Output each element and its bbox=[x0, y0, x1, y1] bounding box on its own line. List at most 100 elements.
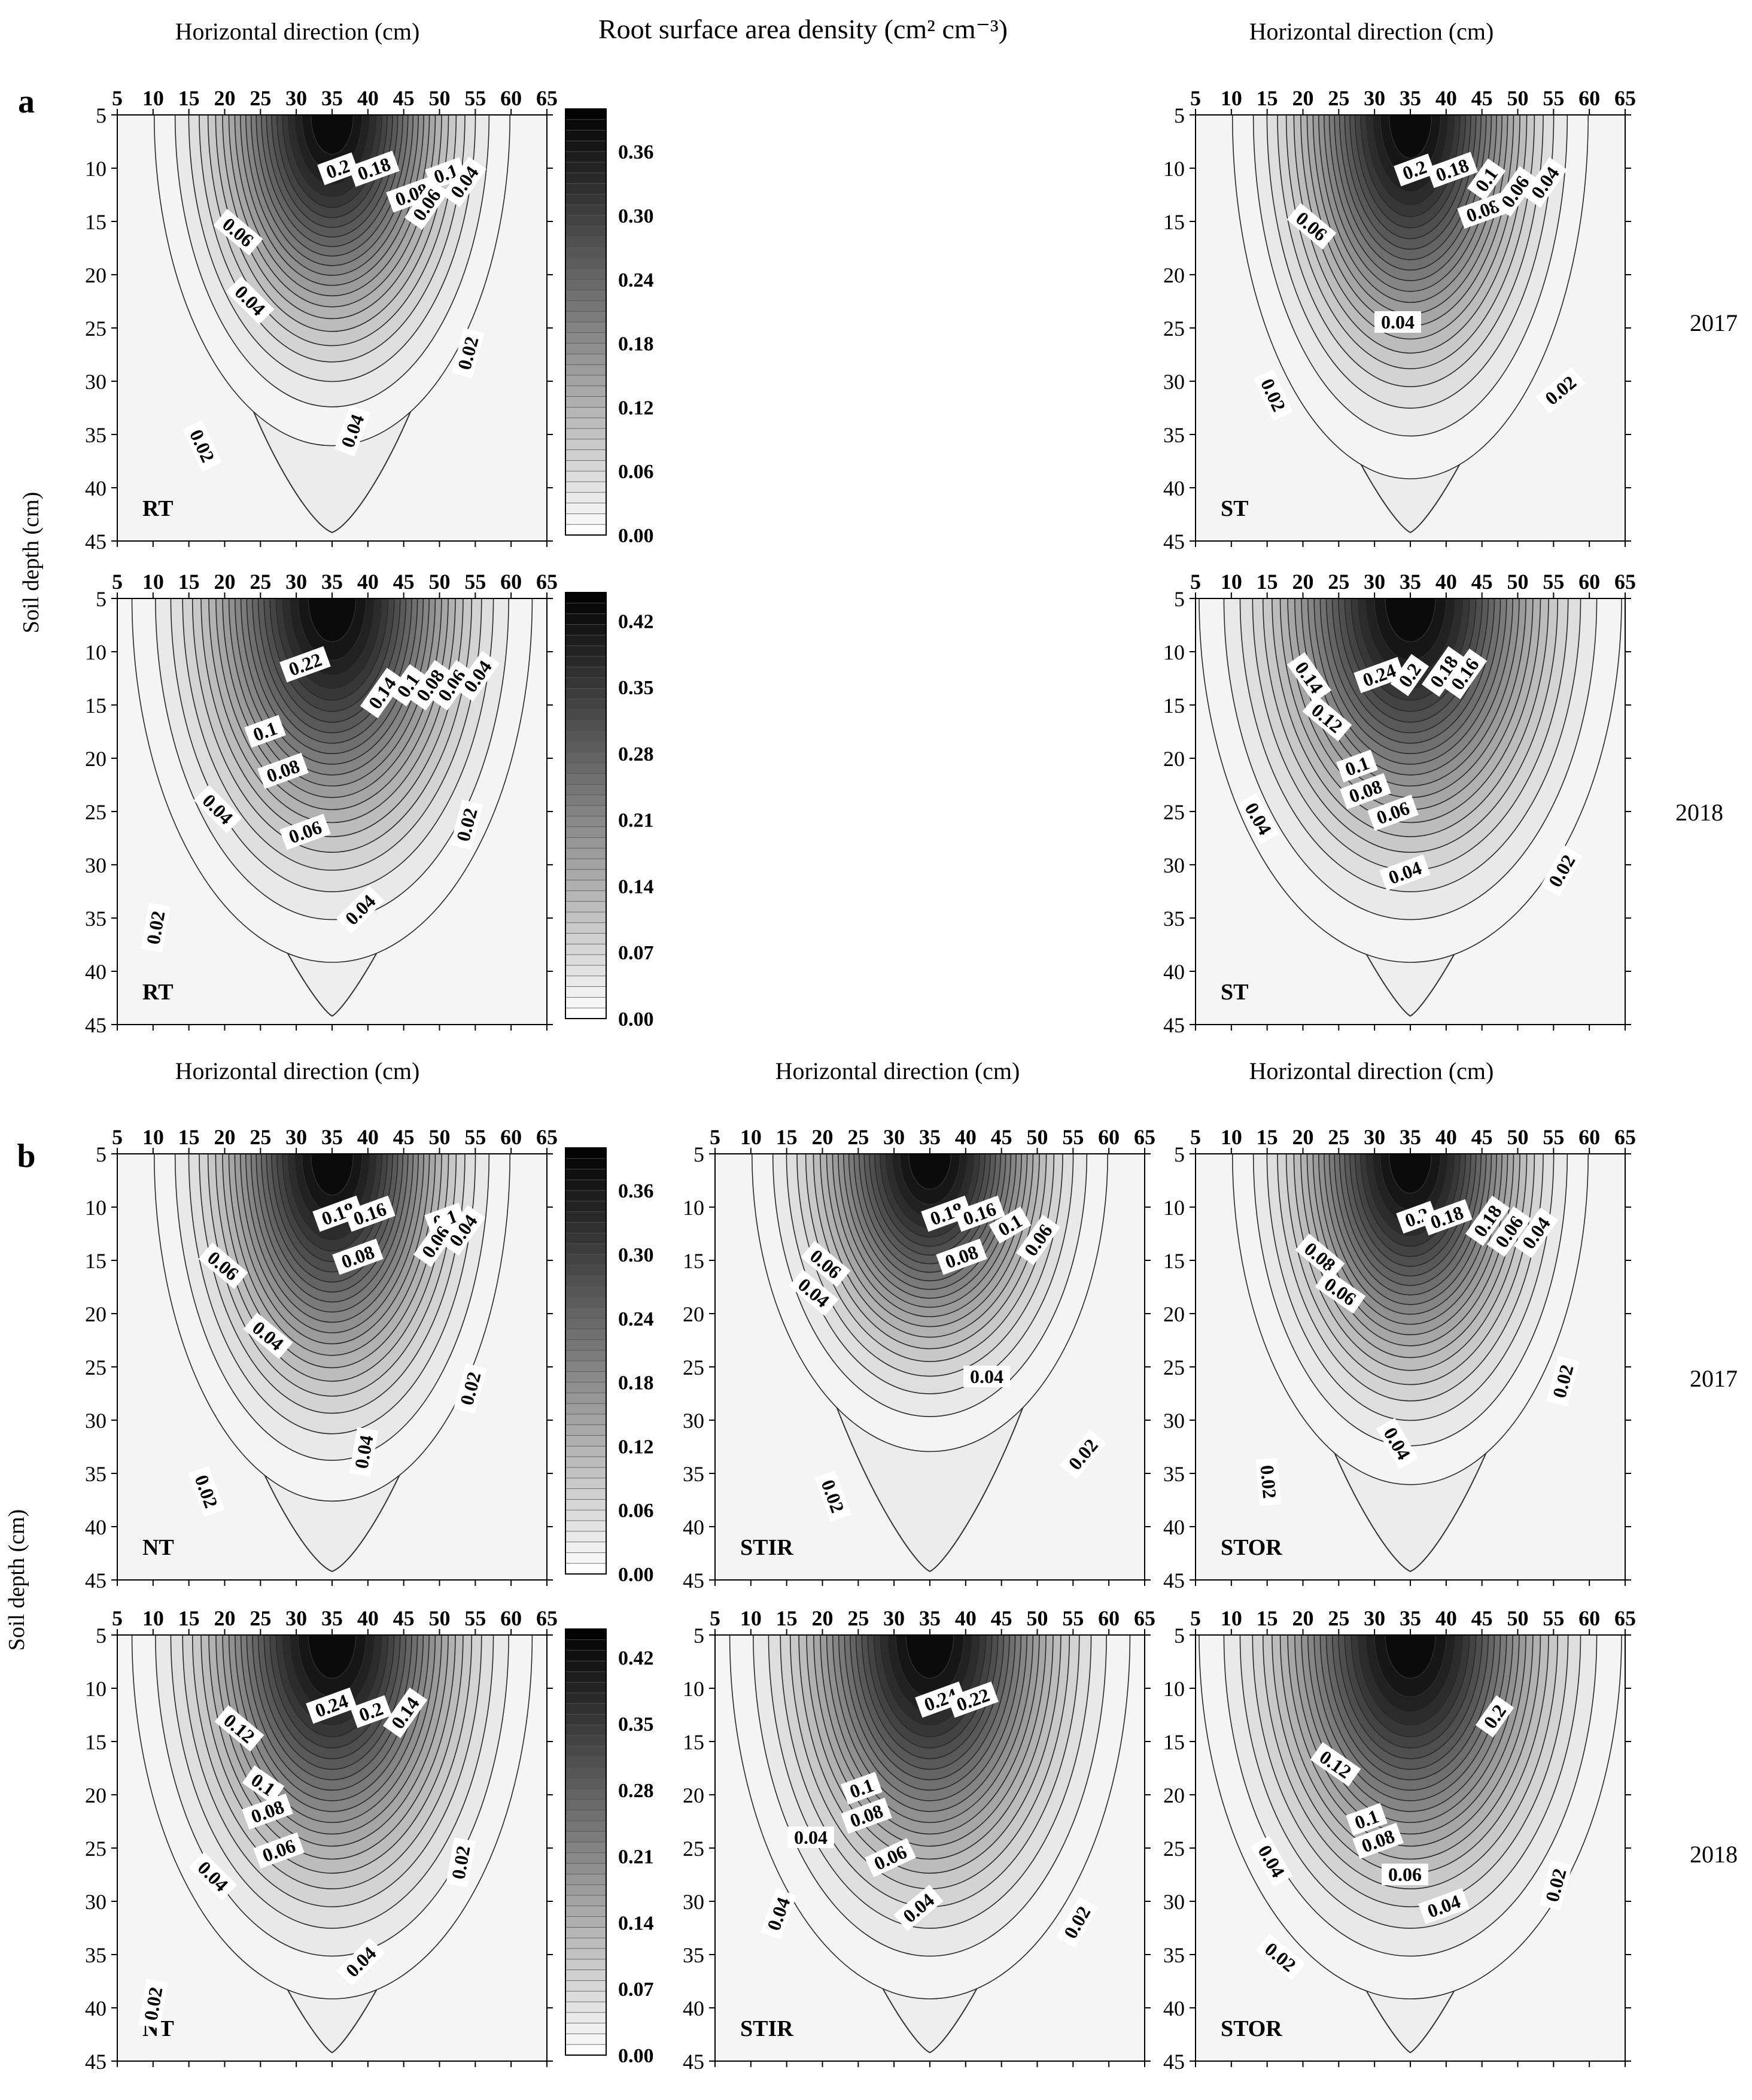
panels-layer: 5 10 15 20 25 30 35 40 45 50 55 60 65 5 10 15 20 25 30 35 40… bbox=[85, 86, 1636, 2074]
colorbar-swatch-cb-b-2017 bbox=[565, 1499, 607, 1511]
y-tick-label-b-2018-stir: 35 bbox=[683, 1943, 704, 1967]
colorbar-swatch-cb-b-2018 bbox=[565, 1948, 607, 1960]
colorbar-swatch-cb-a-2018 bbox=[565, 847, 607, 859]
contour-field-b-2017-nt bbox=[117, 1154, 547, 1580]
x-tick-label-a-2018-st: 35 bbox=[1400, 570, 1421, 594]
y-tick-label-b-2017-nt: 10 bbox=[85, 1196, 107, 1220]
colorbar-swatch-cb-b-2017 bbox=[565, 1180, 607, 1192]
colorbar-swatch-cb-b-2018 bbox=[565, 2033, 607, 2046]
colorbar-swatch-cb-a-2017 bbox=[565, 204, 607, 217]
colorbar-tick-label-cb-a-2017: 0.18 bbox=[618, 333, 654, 355]
y-tick-label-b-2018-stir: 20 bbox=[683, 1783, 704, 1807]
y-tick-label-b-2017-nt: 40 bbox=[85, 1515, 107, 1539]
colorbar-swatch-cb-b-2017 bbox=[565, 1275, 607, 1287]
colorbar-swatch-cb-b-2018 bbox=[565, 1841, 607, 1853]
x-tick-label-b-2017-stor: 55 bbox=[1543, 1125, 1564, 1149]
y-tick-label-b-2018-stor: 45 bbox=[1163, 2050, 1185, 2074]
panel-b-2017-nt: 5 10 15 20 25 30 35 40 45 50 55 60 65 5 10 15 20 25 30 35 40… bbox=[85, 1125, 558, 1593]
colorbar-swatch-cb-b-2017 bbox=[565, 1296, 607, 1308]
colorbar-swatch-cb-a-2017 bbox=[565, 524, 607, 536]
colorbar-swatch-cb-a-2018 bbox=[565, 794, 607, 806]
x-tick-label-b-2017-nt: 15 bbox=[178, 1125, 200, 1149]
y-tick-label-b-2017-nt: 15 bbox=[85, 1249, 107, 1273]
x-tick-label-b-2017-nt: 10 bbox=[142, 1125, 164, 1149]
x-tick-label-b-2018-nt: 50 bbox=[429, 1606, 451, 1630]
x-tick-label-b-2017-stir: 65 bbox=[1134, 1125, 1155, 1149]
x-tick-label-a-2017-rt: 25 bbox=[250, 86, 271, 110]
y-tick-label-a-2017-st: 40 bbox=[1163, 476, 1185, 500]
colorbar-swatch-cb-b-2018 bbox=[565, 1713, 607, 1726]
x-tick-label-a-2018-rt: 55 bbox=[464, 570, 486, 594]
x-tick-label-a-2017-rt: 55 bbox=[464, 86, 486, 110]
colorbar-swatch-cb-a-2018 bbox=[565, 944, 607, 956]
x-tick-label-a-2018-rt: 65 bbox=[536, 570, 558, 594]
x-tick-label-b-2018-stir: 40 bbox=[955, 1606, 977, 1630]
contour-label-b-2018-stir: 0.04 bbox=[787, 1827, 834, 1848]
colorbar-swatch-cb-a-2017 bbox=[565, 215, 607, 227]
section-label-a: a bbox=[18, 83, 35, 120]
x-tick-label-a-2017-rt: 5 bbox=[112, 86, 123, 110]
colorbar-swatch-cb-b-2018 bbox=[565, 1767, 607, 1779]
colorbar-cb-a-2017: 0.36 0.30 0.24 0.18 0.12 0.06 0.00 bbox=[565, 108, 654, 547]
y-tick-label-a-2018-rt: 10 bbox=[85, 640, 107, 664]
x-tick-label-b-2017-nt: 50 bbox=[429, 1125, 451, 1149]
x-tick-label-a-2018-rt: 30 bbox=[285, 570, 307, 594]
treatment-label-b-2018-stor: STOR bbox=[1221, 2016, 1282, 2041]
x-tick-label-b-2018-nt: 10 bbox=[142, 1606, 164, 1630]
colorbar-swatch-cb-b-2018 bbox=[565, 1650, 607, 1662]
y-tick-label-a-2018-rt: 15 bbox=[85, 694, 107, 718]
colorbar-swatch-cb-a-2018 bbox=[565, 826, 607, 838]
x-tick-label-b-2017-stor: 35 bbox=[1400, 1125, 1421, 1149]
x-tick-label-b-2017-stir: 55 bbox=[1062, 1125, 1084, 1149]
colorbar-swatch-cb-b-2017 bbox=[565, 1254, 607, 1266]
x-tick-label-b-2018-stir: 65 bbox=[1134, 1606, 1155, 1630]
y-tick-label-b-2018-stir: 45 bbox=[683, 2050, 704, 2074]
contour-label-a-2017-st: 0.02 bbox=[1535, 367, 1586, 414]
y-tick-label-b-2017-stir: 35 bbox=[683, 1462, 704, 1486]
x-tick-label-b-2018-nt: 20 bbox=[214, 1606, 236, 1630]
colorbar-tick-label-cb-a-2018: 0.42 bbox=[618, 610, 654, 633]
x-tick-label-b-2017-stor: 40 bbox=[1435, 1125, 1457, 1149]
y-tick-label-a-2017-st: 25 bbox=[1163, 317, 1185, 341]
colorbar-swatch-cb-b-2017 bbox=[565, 1382, 607, 1394]
colorbar-swatch-cb-b-2018 bbox=[565, 1906, 607, 1917]
x-axis-label-b-left: Horizontal direction (cm) bbox=[175, 1057, 420, 1084]
y-tick-label-b-2017-stir: 20 bbox=[683, 1302, 704, 1326]
colorbar-tick-label-cb-b-2018: 0.28 bbox=[618, 1780, 654, 1802]
colorbar-tick-label-cb-a-2017: 0.30 bbox=[618, 205, 654, 227]
colorbar-swatch-cb-a-2017 bbox=[565, 108, 607, 120]
colorbar-swatch-cb-b-2017 bbox=[565, 1371, 607, 1383]
x-tick-label-b-2018-stor: 40 bbox=[1435, 1606, 1457, 1630]
colorbar-swatch-cb-b-2017 bbox=[565, 1552, 607, 1564]
y-tick-label-a-2017-st: 20 bbox=[1163, 263, 1185, 287]
colorbar-swatch-cb-a-2017 bbox=[565, 449, 607, 461]
colorbar-swatch-cb-a-2018 bbox=[565, 773, 607, 785]
colorbar-swatch-cb-a-2018 bbox=[565, 731, 607, 743]
colorbar-swatch-cb-b-2018 bbox=[565, 1788, 607, 1800]
colorbar-swatch-cb-a-2017 bbox=[565, 385, 607, 397]
y-tick-label-b-2017-stor: 45 bbox=[1163, 1569, 1185, 1593]
y-tick-label-a-2018-rt: 30 bbox=[85, 853, 107, 877]
x-tick-label-a-2017-rt: 45 bbox=[393, 86, 415, 110]
panel-a-2017-rt: 5 10 15 20 25 30 35 40 45 50 55 60 65 5 10 15 20 25 30 35 40… bbox=[85, 86, 558, 554]
colorbar-tick-label-cb-a-2017: 0.00 bbox=[618, 525, 654, 547]
colorbar-swatch-cb-b-2017 bbox=[565, 1563, 607, 1575]
x-tick-label-b-2017-nt: 30 bbox=[285, 1125, 307, 1149]
colorbar-swatch-cb-a-2017 bbox=[565, 428, 607, 440]
colorbar-tick-label-cb-a-2018: 0.21 bbox=[618, 810, 654, 832]
contour-label-a-2017-rt: 0.02 bbox=[182, 420, 222, 472]
x-tick-label-b-2017-nt: 35 bbox=[321, 1125, 343, 1149]
y-tick-label-a-2018-st: 5 bbox=[1174, 587, 1185, 611]
treatment-label-b-2017-stir: STIR bbox=[740, 1535, 793, 1560]
y-tick-label-b-2017-nt: 5 bbox=[96, 1142, 107, 1166]
x-tick-label-b-2018-stor: 45 bbox=[1471, 1606, 1493, 1630]
y-tick-label-b-2018-stir: 15 bbox=[683, 1730, 704, 1754]
x-tick-label-a-2017-st: 30 bbox=[1364, 86, 1385, 110]
colorbar-swatch-cb-a-2018 bbox=[565, 624, 607, 636]
x-tick-label-b-2018-stor: 60 bbox=[1578, 1606, 1600, 1630]
colorbar-swatch-cb-b-2018 bbox=[565, 1703, 607, 1715]
x-tick-label-b-2018-stor: 65 bbox=[1614, 1606, 1636, 1630]
colorbar-swatch-cb-b-2017 bbox=[565, 1456, 607, 1468]
x-tick-label-b-2018-stir: 45 bbox=[991, 1606, 1012, 1630]
contour-label-b-2017-stor: 0.02 bbox=[1255, 1457, 1282, 1506]
